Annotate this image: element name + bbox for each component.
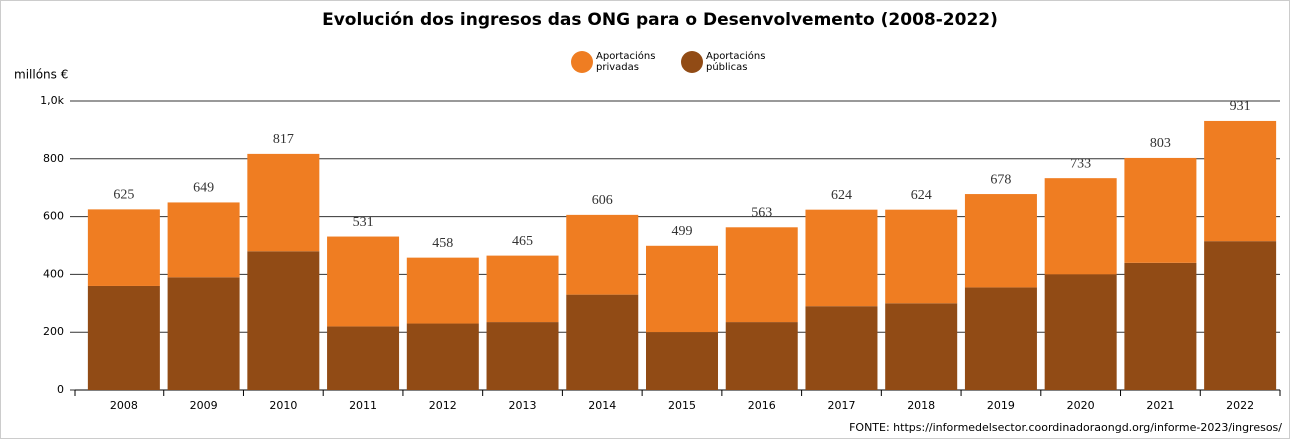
x-tick-label: 2019 bbox=[987, 399, 1015, 412]
x-tick-label: 2017 bbox=[827, 399, 855, 412]
bar-segment bbox=[167, 202, 240, 278]
bar-segment bbox=[247, 153, 320, 252]
x-tick-label: 2012 bbox=[429, 399, 457, 412]
bar-segment bbox=[247, 251, 320, 390]
bar-segment bbox=[725, 322, 798, 390]
legend-label: Aportacións privadas bbox=[596, 50, 655, 73]
total-label: 817 bbox=[273, 132, 294, 147]
total-label: 499 bbox=[672, 224, 693, 239]
total-label: 531 bbox=[353, 215, 374, 230]
bar-segment bbox=[486, 322, 559, 390]
y-tick-label: 200 bbox=[43, 325, 64, 338]
bar-segment bbox=[87, 209, 160, 286]
x-tick-label: 2020 bbox=[1067, 399, 1095, 412]
bar-segment bbox=[964, 287, 1037, 390]
y-axis-label: millóns € bbox=[14, 68, 68, 82]
bar-segment bbox=[566, 214, 639, 295]
total-label: 931 bbox=[1230, 99, 1251, 114]
total-label: 465 bbox=[512, 234, 533, 249]
x-tick-label: 2008 bbox=[110, 399, 138, 412]
total-label: 606 bbox=[592, 193, 613, 208]
bar-segment bbox=[327, 326, 400, 390]
x-tick-label: 2014 bbox=[588, 399, 616, 412]
y-tick-label: 800 bbox=[43, 152, 64, 165]
bar-segment bbox=[646, 332, 718, 390]
total-label: 458 bbox=[432, 236, 453, 251]
total-label: 803 bbox=[1150, 136, 1171, 151]
bar-segment bbox=[406, 323, 479, 390]
legend-swatch bbox=[571, 51, 593, 73]
x-tick-label: 2013 bbox=[509, 399, 537, 412]
bar-segment bbox=[964, 194, 1037, 288]
total-label: 678 bbox=[990, 172, 1011, 187]
x-tick-label: 2015 bbox=[668, 399, 696, 412]
legend-swatch bbox=[681, 51, 703, 73]
y-tick-label: 1,0k bbox=[40, 94, 64, 107]
bar-segment bbox=[167, 277, 240, 390]
bar-segment bbox=[327, 236, 400, 327]
total-label: 624 bbox=[831, 188, 852, 203]
bar-segment bbox=[566, 294, 639, 390]
x-tick-label: 2022 bbox=[1226, 399, 1254, 412]
x-tick-label: 2021 bbox=[1146, 399, 1174, 412]
total-label: 563 bbox=[751, 206, 772, 221]
bar-segment bbox=[1124, 262, 1197, 390]
bar-segment bbox=[885, 303, 958, 390]
total-label: 624 bbox=[911, 188, 932, 203]
bar-segment bbox=[1044, 178, 1117, 275]
y-tick-label: 0 bbox=[57, 383, 64, 396]
bar-segment bbox=[1204, 241, 1277, 390]
total-label: 625 bbox=[113, 188, 134, 203]
chart-title: Evolución dos ingresos das ONG para o De… bbox=[322, 10, 998, 30]
x-tick-label: 2011 bbox=[349, 399, 377, 412]
y-tick-label: 400 bbox=[43, 267, 64, 280]
x-tick-label: 2016 bbox=[748, 399, 776, 412]
bar-segment bbox=[725, 227, 798, 323]
legend-label: Aportacións públicas bbox=[706, 50, 765, 73]
total-label: 649 bbox=[193, 181, 214, 196]
x-tick-label: 2018 bbox=[907, 399, 935, 412]
bar-segment bbox=[87, 285, 160, 390]
bar-segment bbox=[1044, 274, 1117, 390]
bar-segment bbox=[1204, 120, 1277, 242]
bar-segment bbox=[406, 257, 479, 324]
bar-segment bbox=[1124, 157, 1197, 263]
x-tick-label: 2010 bbox=[269, 399, 297, 412]
y-tick-label: 600 bbox=[43, 210, 64, 223]
bar-segment bbox=[646, 245, 718, 333]
source: FONTE: https://informedelsector.coordina… bbox=[849, 421, 1282, 434]
x-tick-label: 2009 bbox=[190, 399, 218, 412]
bar-segment bbox=[885, 209, 958, 304]
bar-segment bbox=[805, 209, 878, 307]
bar-segment bbox=[486, 255, 559, 323]
total-label: 733 bbox=[1070, 156, 1091, 171]
bar-segment bbox=[805, 306, 878, 390]
